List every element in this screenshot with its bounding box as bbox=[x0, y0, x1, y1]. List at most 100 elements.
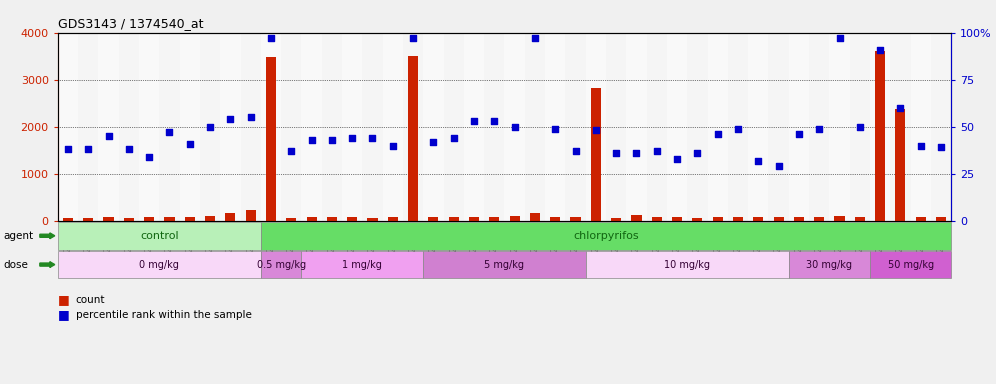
Point bbox=[527, 35, 543, 41]
Bar bbox=[809, 33, 830, 221]
Point bbox=[933, 144, 949, 151]
Bar bbox=[368, 218, 377, 221]
Bar bbox=[266, 57, 276, 221]
Point bbox=[283, 148, 299, 154]
Bar bbox=[855, 217, 865, 221]
Text: 1 mg/kg: 1 mg/kg bbox=[343, 260, 382, 270]
Bar bbox=[571, 217, 581, 221]
Point bbox=[466, 118, 482, 124]
Bar bbox=[104, 217, 114, 221]
Bar bbox=[240, 33, 261, 221]
Bar bbox=[667, 33, 687, 221]
Point bbox=[609, 150, 624, 156]
Point bbox=[101, 133, 117, 139]
Bar bbox=[774, 217, 784, 221]
Point bbox=[507, 124, 523, 130]
Point bbox=[832, 35, 848, 41]
Text: 5 mg/kg: 5 mg/kg bbox=[484, 260, 525, 270]
Text: 30 mg/kg: 30 mg/kg bbox=[807, 260, 853, 270]
Bar bbox=[205, 216, 215, 221]
Bar bbox=[286, 218, 297, 221]
Bar bbox=[200, 33, 220, 221]
Bar bbox=[626, 33, 646, 221]
Point bbox=[446, 135, 462, 141]
Point bbox=[750, 157, 766, 164]
Bar bbox=[612, 218, 622, 221]
Bar bbox=[408, 56, 418, 221]
Bar bbox=[443, 33, 464, 221]
Bar bbox=[545, 33, 566, 221]
Text: control: control bbox=[140, 231, 178, 241]
Bar bbox=[850, 33, 870, 221]
Bar bbox=[484, 33, 505, 221]
Point bbox=[222, 116, 238, 122]
Bar bbox=[322, 33, 342, 221]
Bar bbox=[915, 217, 926, 221]
Point bbox=[588, 127, 604, 134]
Point bbox=[730, 126, 746, 132]
Point bbox=[365, 135, 380, 141]
Bar bbox=[606, 33, 626, 221]
Point bbox=[872, 46, 888, 53]
Point bbox=[243, 114, 259, 121]
Bar bbox=[651, 217, 661, 221]
Point bbox=[161, 129, 177, 136]
Bar bbox=[342, 33, 363, 221]
Bar bbox=[469, 217, 479, 221]
Bar bbox=[382, 33, 403, 221]
Bar bbox=[753, 217, 763, 221]
Point bbox=[791, 131, 807, 137]
Bar bbox=[58, 33, 78, 221]
Point bbox=[912, 142, 928, 149]
Bar bbox=[728, 33, 748, 221]
Text: 0.5 mg/kg: 0.5 mg/kg bbox=[257, 260, 306, 270]
Bar bbox=[164, 217, 174, 221]
Point bbox=[648, 148, 664, 154]
Bar bbox=[712, 217, 723, 221]
Bar bbox=[124, 218, 133, 221]
Bar bbox=[591, 88, 601, 221]
Bar bbox=[159, 33, 179, 221]
Bar bbox=[733, 217, 743, 221]
Bar bbox=[870, 33, 890, 221]
Point bbox=[304, 137, 320, 143]
Point bbox=[263, 35, 279, 41]
Text: dose: dose bbox=[3, 260, 28, 270]
Bar bbox=[83, 218, 94, 221]
Bar bbox=[566, 33, 586, 221]
Point bbox=[689, 150, 705, 156]
Text: ■: ■ bbox=[58, 293, 70, 306]
Bar bbox=[835, 216, 845, 221]
Bar bbox=[179, 33, 200, 221]
Bar bbox=[530, 213, 540, 221]
Bar bbox=[707, 33, 728, 221]
Bar bbox=[225, 213, 235, 221]
Point bbox=[568, 148, 584, 154]
Bar bbox=[464, 33, 484, 221]
Bar bbox=[550, 217, 561, 221]
Bar bbox=[646, 33, 667, 221]
Bar bbox=[875, 51, 885, 221]
Bar bbox=[814, 217, 825, 221]
Bar bbox=[910, 33, 931, 221]
Bar bbox=[936, 217, 946, 221]
Bar bbox=[423, 33, 443, 221]
Bar bbox=[505, 33, 525, 221]
Point bbox=[425, 139, 441, 145]
Point bbox=[669, 156, 685, 162]
Bar bbox=[139, 33, 159, 221]
Text: 10 mg/kg: 10 mg/kg bbox=[664, 260, 710, 270]
Text: chlorpyrifos: chlorpyrifos bbox=[573, 231, 638, 241]
Bar bbox=[327, 217, 337, 221]
Bar bbox=[428, 217, 438, 221]
Point bbox=[60, 146, 76, 152]
Bar bbox=[586, 33, 606, 221]
Point bbox=[182, 141, 198, 147]
Point bbox=[121, 146, 136, 152]
Bar bbox=[510, 216, 520, 221]
Text: percentile rank within the sample: percentile rank within the sample bbox=[76, 310, 252, 320]
Bar bbox=[119, 33, 139, 221]
Bar bbox=[895, 109, 905, 221]
Bar bbox=[144, 217, 154, 221]
Bar bbox=[687, 33, 707, 221]
